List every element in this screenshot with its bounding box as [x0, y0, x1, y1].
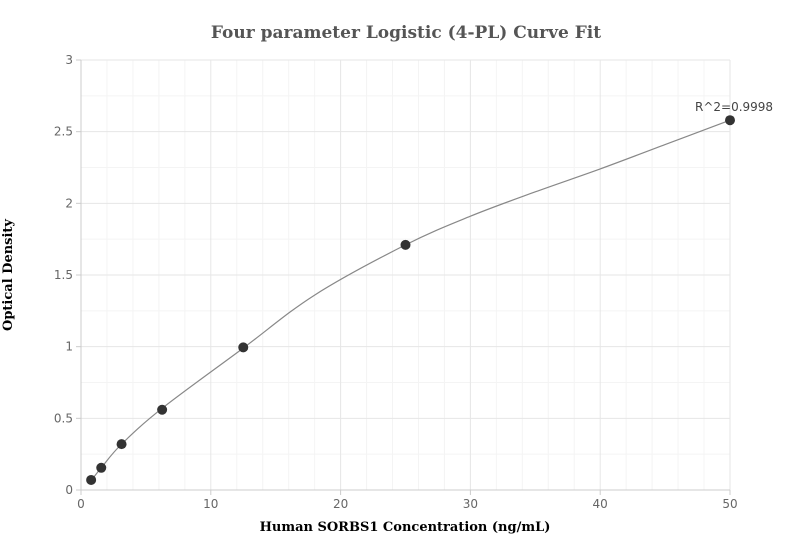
- data-point: [116, 439, 127, 450]
- data-point: [725, 115, 735, 126]
- y-tick-label: 3: [65, 53, 73, 67]
- x-tick-label: 10: [203, 497, 218, 511]
- x-tick-label: 50: [722, 497, 737, 511]
- y-tick-label: 2.5: [54, 125, 73, 139]
- y-tick-label: 0.5: [54, 411, 73, 425]
- data-points-layer: [86, 115, 735, 485]
- data-point: [96, 462, 107, 473]
- annotation-layer: R^2=0.9998: [695, 100, 773, 114]
- x-axis-label: Human SORBS1 Concentration (ng/mL): [260, 520, 551, 535]
- tick-labels-layer: 0 10 20 30 40 50 0 0.5 1 1.5 2 2.5 3: [54, 53, 738, 511]
- grid-layer: [80, 59, 731, 491]
- data-point: [400, 239, 411, 250]
- y-tick-label: 2: [65, 196, 73, 210]
- chart-title: Four parameter Logistic (4-PL) Curve Fit: [211, 23, 601, 43]
- x-tick-label: 30: [463, 497, 478, 511]
- y-tick-label: 1.5: [54, 268, 73, 282]
- y-tick-label: 1: [65, 340, 73, 354]
- y-axis-label: Optical Density: [1, 219, 16, 331]
- data-point: [157, 404, 168, 415]
- x-tick-label: 20: [333, 497, 348, 511]
- x-tick-label: 40: [593, 497, 608, 511]
- axes-layer: [76, 59, 731, 495]
- r-squared-annotation: R^2=0.9998: [695, 100, 773, 114]
- y-tick-label: 0: [65, 483, 73, 497]
- data-point: [86, 474, 97, 485]
- x-tick-label: 0: [77, 497, 85, 511]
- data-point: [238, 342, 249, 353]
